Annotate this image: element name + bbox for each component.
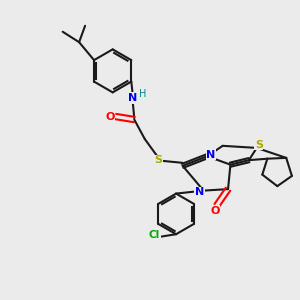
Text: Cl: Cl	[149, 230, 160, 240]
Text: O: O	[211, 206, 220, 216]
Text: N: N	[195, 187, 204, 197]
Text: N: N	[128, 93, 137, 103]
Text: H: H	[139, 89, 146, 100]
Text: N: N	[206, 150, 216, 160]
Text: S: S	[154, 155, 162, 166]
Text: S: S	[255, 140, 263, 150]
Text: O: O	[105, 112, 115, 122]
